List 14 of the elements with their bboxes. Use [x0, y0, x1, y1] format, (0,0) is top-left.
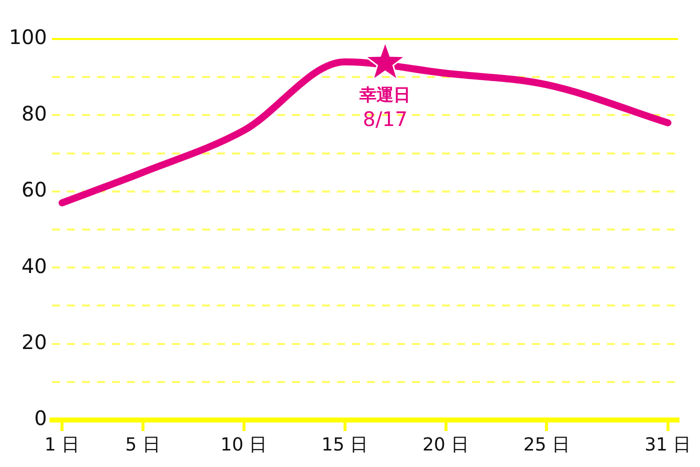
- y-tick-label: 0: [34, 406, 47, 430]
- y-tick-label: 80: [22, 101, 47, 126]
- x-tick-label: 20 日: [422, 434, 470, 456]
- x-tick-label: 5 日: [125, 434, 160, 456]
- y-tick-label: 20: [22, 330, 47, 354]
- y-tick-label: 100: [8, 25, 47, 50]
- annotation: 幸運日 8/17: [358, 85, 411, 132]
- x-tick-label: 31 日: [644, 434, 692, 456]
- y-tick-label: 60: [22, 178, 47, 202]
- x-tick-label: 25 日: [523, 434, 570, 456]
- y-tick-label: 40: [22, 254, 47, 278]
- x-tick-label: 15 日: [321, 434, 368, 456]
- x-tick-label: 1 日: [44, 434, 80, 456]
- x-tick-label: 10 日: [220, 434, 268, 456]
